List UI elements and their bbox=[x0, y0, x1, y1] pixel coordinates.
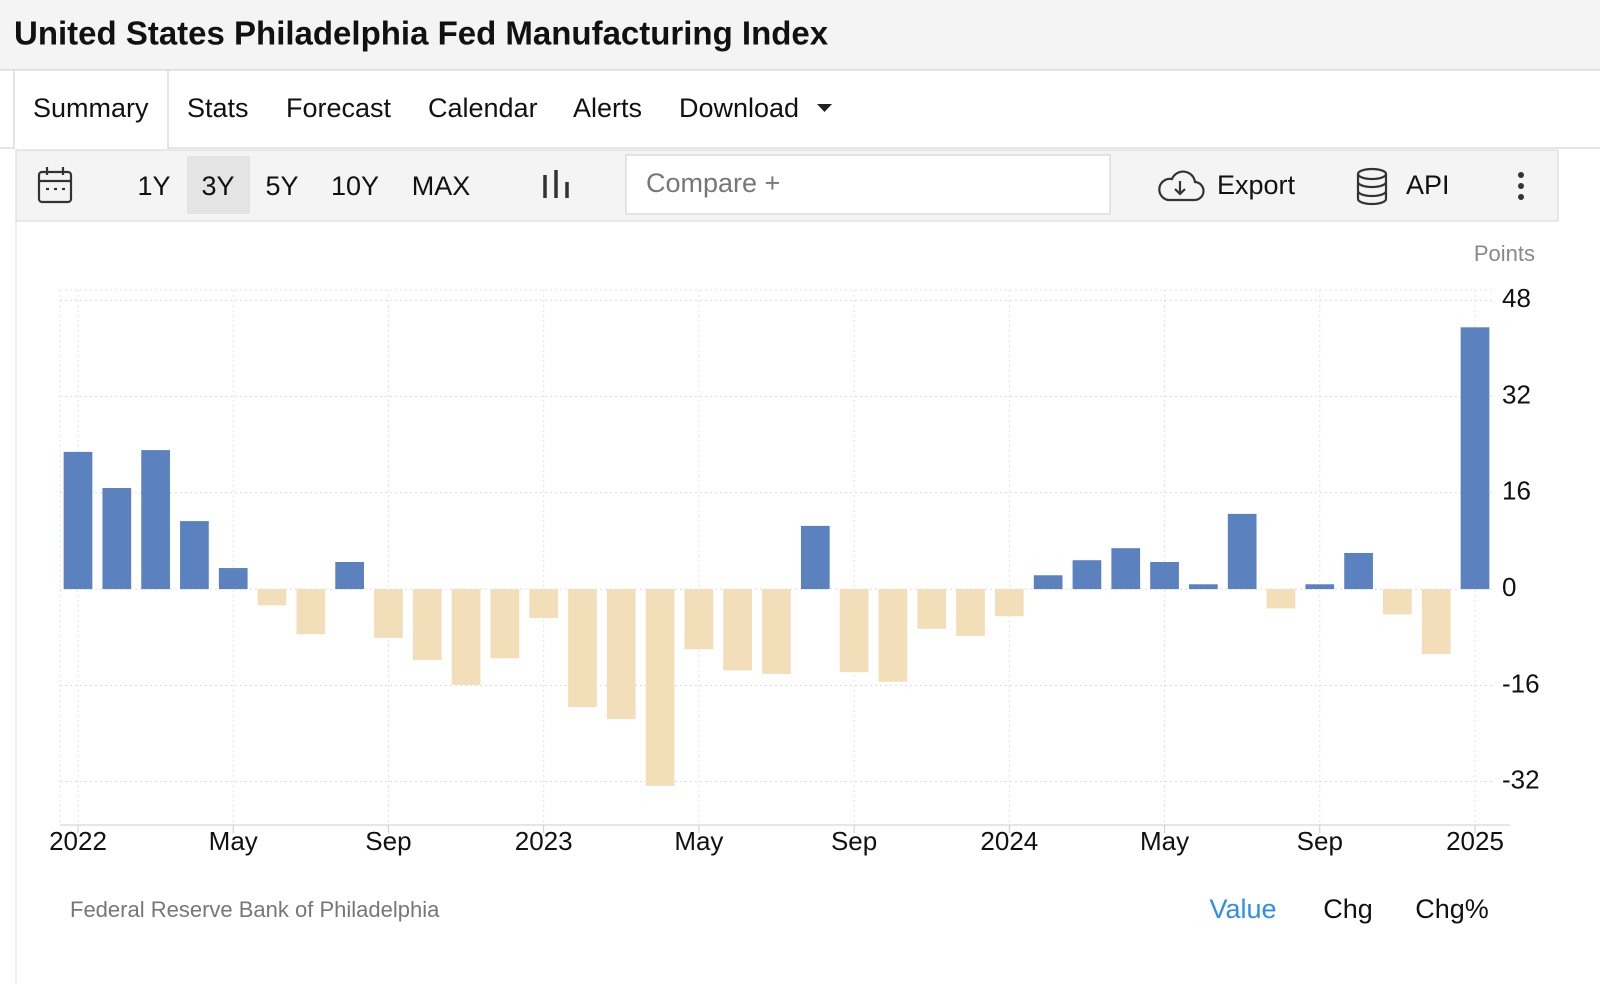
y-tick-label: -32 bbox=[1502, 765, 1540, 795]
bar bbox=[568, 589, 597, 708]
y-tick-label: 48 bbox=[1502, 283, 1531, 313]
bar bbox=[606, 589, 636, 720]
bar bbox=[1033, 575, 1063, 590]
page-title: United States Philadelphia Fed Manufactu… bbox=[14, 15, 829, 52]
range-button[interactable]: 5Y bbox=[265, 171, 298, 201]
bar bbox=[1072, 560, 1102, 590]
api-icon[interactable] bbox=[1356, 167, 1388, 206]
bar bbox=[994, 589, 1024, 617]
tabs: Summary Stats Forecast Calendar Alerts Downlo… bbox=[13, 69, 832, 149]
x-tick-label: Sep bbox=[831, 826, 877, 856]
bar bbox=[257, 589, 287, 606]
x-tick-label: 2022 bbox=[49, 826, 107, 856]
x-tick-label: Sep bbox=[365, 826, 411, 856]
bar bbox=[839, 589, 869, 673]
bar bbox=[1150, 562, 1179, 590]
bar bbox=[102, 487, 132, 590]
export-button[interactable]: Export bbox=[1217, 170, 1296, 200]
bar bbox=[412, 589, 442, 661]
mode-option[interactable]: Value bbox=[1209, 894, 1276, 924]
active-range-bg bbox=[187, 156, 250, 214]
tab[interactable]: Alerts bbox=[573, 93, 642, 123]
chart-type-icon[interactable] bbox=[543, 170, 569, 198]
range-button[interactable]: MAX bbox=[412, 171, 471, 201]
bar bbox=[1305, 584, 1335, 590]
x-tick-label: May bbox=[209, 826, 258, 856]
x-tick-label: 2023 bbox=[515, 826, 573, 856]
bar bbox=[1383, 589, 1412, 615]
compare-input[interactable] bbox=[625, 154, 1111, 215]
bar bbox=[1189, 584, 1218, 590]
api-button[interactable]: API bbox=[1406, 170, 1450, 200]
bar bbox=[296, 589, 326, 635]
tab[interactable]: Download bbox=[679, 93, 799, 123]
bar bbox=[762, 589, 791, 674]
bar bbox=[374, 589, 403, 638]
y-tick-label: -16 bbox=[1502, 668, 1540, 698]
x-tick-label: May bbox=[1140, 826, 1189, 856]
bar bbox=[180, 521, 209, 590]
tab[interactable]: Summary bbox=[33, 93, 149, 123]
source: Federal Reserve Bank of Philadelphia bbox=[70, 897, 440, 922]
range-button[interactable]: 1Y bbox=[137, 171, 170, 201]
bar bbox=[1344, 552, 1373, 590]
bar bbox=[141, 450, 170, 590]
bar bbox=[490, 589, 520, 659]
bar bbox=[1266, 589, 1296, 609]
dropdown-caret[interactable] bbox=[817, 104, 832, 112]
x-tick-label: May bbox=[674, 826, 723, 856]
y-tick-label: 0 bbox=[1502, 572, 1516, 602]
tab[interactable]: Forecast bbox=[286, 93, 392, 123]
bar bbox=[1227, 513, 1257, 590]
bar bbox=[529, 589, 559, 618]
range-button[interactable]: 10Y bbox=[331, 171, 379, 201]
y-tick-label: 32 bbox=[1502, 379, 1531, 409]
bar bbox=[63, 451, 93, 590]
bar bbox=[451, 589, 481, 685]
bar bbox=[917, 589, 947, 629]
bar bbox=[878, 589, 908, 682]
bar bbox=[956, 589, 985, 637]
bar bbox=[1421, 589, 1451, 655]
title-bar bbox=[0, 0, 1600, 70]
mode-switch: Value Chg Chg% bbox=[1209, 894, 1488, 924]
x-tick-label: 2025 bbox=[1446, 826, 1504, 856]
range-button[interactable]: 3Y bbox=[201, 171, 234, 201]
bar bbox=[684, 589, 714, 650]
tab[interactable]: Calendar bbox=[428, 93, 538, 123]
range-buttons: 1Y 3Y 5Y 10Y MAX bbox=[137, 156, 470, 214]
bar bbox=[800, 525, 830, 590]
compare-placeholder: Compare + bbox=[646, 168, 780, 198]
export-icon[interactable] bbox=[1158, 170, 1205, 202]
bar bbox=[335, 562, 364, 590]
active-tab-bg bbox=[13, 69, 169, 149]
calendar-icon[interactable] bbox=[37, 167, 73, 204]
bar bbox=[1111, 548, 1141, 590]
x-tick-label: 2024 bbox=[980, 826, 1038, 856]
mode-option[interactable]: Chg bbox=[1323, 894, 1373, 924]
bar bbox=[218, 568, 248, 590]
x-tick-label: Sep bbox=[1297, 826, 1343, 856]
chart: Points -32 -16 0 16 32 48 2022 May Sep 2023 May Sep 2… bbox=[49, 241, 1540, 856]
mode-option[interactable]: Chg% bbox=[1415, 894, 1489, 924]
y-tick-label: 16 bbox=[1502, 476, 1531, 506]
bar bbox=[645, 589, 675, 786]
more-menu[interactable] bbox=[1518, 172, 1524, 200]
y-axis-unit: Points bbox=[1474, 241, 1535, 266]
bar bbox=[723, 589, 753, 671]
tab[interactable]: Stats bbox=[187, 93, 249, 123]
bar bbox=[1460, 327, 1490, 590]
